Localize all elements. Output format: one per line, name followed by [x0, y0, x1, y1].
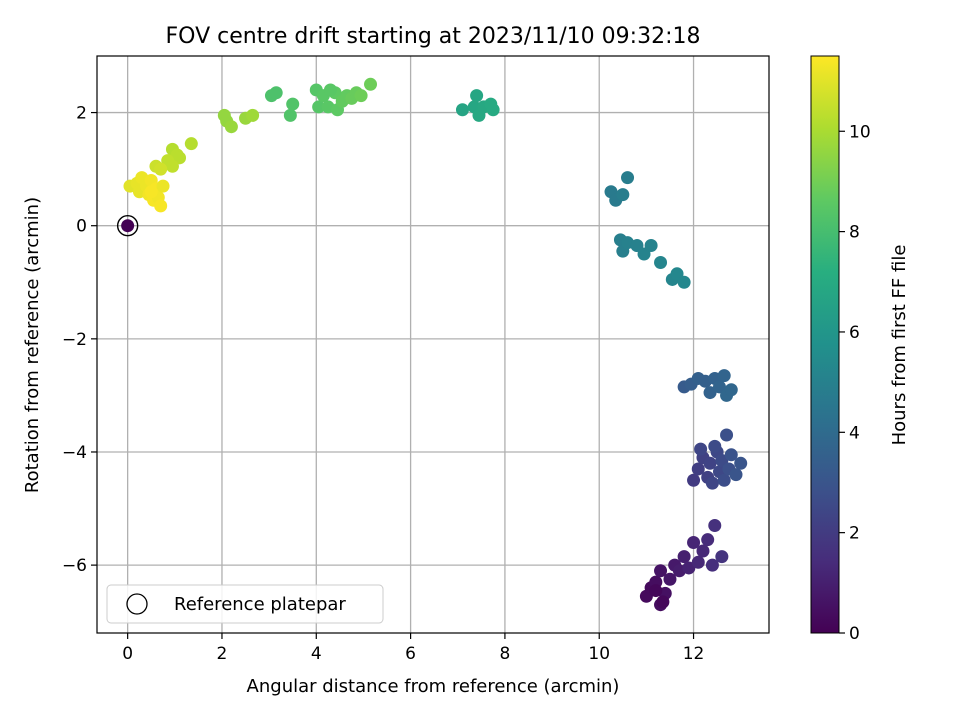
data-point [677, 550, 691, 564]
data-point [323, 83, 337, 97]
y-axis-ticks: −6 −4 −2 0 2 [62, 104, 97, 576]
data-point [663, 572, 677, 586]
data-point [701, 533, 715, 547]
data-point [687, 535, 701, 549]
colorbar-gradient [810, 55, 840, 634]
x-axis-label: Angular distance from reference (arcmin) [247, 676, 620, 697]
x-axis-ticks: 0 2 4 6 8 10 12 [122, 633, 704, 664]
data-point [312, 100, 326, 114]
data-point [703, 386, 717, 400]
legend-box [106, 584, 384, 624]
x-tick-label: 10 [588, 644, 610, 664]
y-tick-label: −4 [62, 443, 87, 463]
data-point [703, 456, 717, 470]
data-point [705, 476, 719, 490]
data-point [644, 239, 658, 253]
data-point [144, 185, 158, 199]
data-point [470, 89, 484, 103]
data-point [654, 255, 668, 269]
data-point [246, 108, 260, 122]
data-point [656, 595, 670, 609]
data-points [116, 77, 748, 612]
data-point [165, 159, 179, 173]
colorbar: 0 2 4 6 8 10 Hours from first FF file [810, 55, 910, 644]
data-point [486, 103, 500, 117]
data-point [677, 275, 691, 289]
data-point [283, 108, 297, 122]
data-point [717, 369, 731, 383]
colorbar-tick-label: 0 [849, 624, 860, 644]
data-point [621, 171, 635, 185]
plot-border [96, 55, 770, 634]
x-tick-label: 4 [311, 644, 322, 664]
data-point [156, 179, 170, 193]
data-point [734, 456, 748, 470]
data-point [724, 383, 738, 397]
y-tick-label: −2 [62, 330, 87, 350]
colorbar-tick-label: 10 [849, 122, 871, 142]
grid-lines [97, 56, 769, 633]
data-point [708, 439, 722, 453]
colorbar-ticks: 0 2 4 6 8 10 [839, 122, 871, 644]
data-point [269, 86, 283, 100]
x-tick-label: 6 [405, 644, 416, 664]
colorbar-label: Hours from first FF file [889, 245, 910, 446]
data-point [184, 137, 198, 151]
data-point [691, 462, 705, 476]
data-point [729, 468, 743, 482]
data-point [654, 564, 668, 578]
y-tick-label: 2 [76, 104, 87, 124]
data-point [708, 519, 722, 533]
x-tick-label: 2 [217, 644, 228, 664]
data-point [691, 555, 705, 569]
data-point [724, 448, 738, 462]
data-point [705, 558, 719, 572]
data-point [154, 199, 168, 213]
data-point [696, 544, 710, 558]
legend-marker-icon [126, 593, 148, 615]
data-point [224, 120, 238, 134]
reference-marker [116, 215, 139, 237]
legend-entry-label: Reference platepar [174, 594, 346, 615]
data-point [682, 561, 696, 575]
plot-frame [96, 55, 770, 634]
data-point [455, 103, 469, 117]
colorbar-tick-label: 8 [849, 223, 860, 243]
data-point [720, 428, 734, 442]
data-point [717, 473, 731, 487]
data-point [121, 219, 135, 233]
data-point [694, 442, 708, 456]
chart-title: FOV centre drift starting at 2023/11/10 … [166, 24, 701, 49]
data-point [715, 550, 729, 564]
data-point [364, 77, 378, 91]
colorbar-tick-label: 6 [849, 323, 860, 343]
data-point [649, 584, 663, 598]
data-point [154, 162, 168, 176]
data-point [616, 188, 630, 202]
y-tick-label: 0 [76, 217, 87, 237]
x-tick-label: 8 [500, 644, 511, 664]
colorbar-tick-label: 4 [849, 423, 860, 443]
y-axis-label: Rotation from reference (arcmin) [22, 197, 43, 493]
y-tick-label: −6 [62, 556, 87, 576]
x-tick-label: 0 [122, 644, 133, 664]
data-point [687, 473, 701, 487]
colorbar-tick-label: 2 [849, 524, 860, 544]
data-point [286, 97, 300, 111]
legend: Reference platepar [106, 584, 384, 624]
x-tick-label: 12 [683, 644, 705, 664]
data-point [354, 89, 368, 103]
